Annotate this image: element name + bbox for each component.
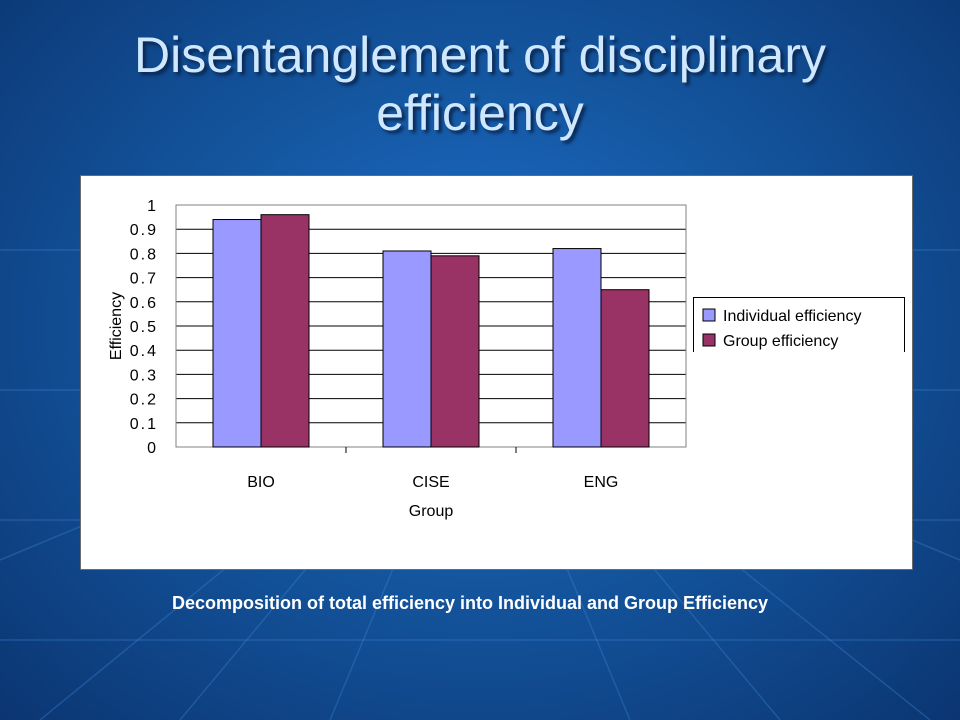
x-tick-label: ENG <box>584 474 619 491</box>
bar-group-efficiency-bio <box>260 214 310 448</box>
x-tick-labels: BIO CISE ENG <box>247 474 618 491</box>
x-axis-label: Group <box>409 503 454 520</box>
x-tick-label: BIO <box>247 474 275 491</box>
chart-container: 0 0.1 0.2 0.3 0.4 0.5 0.6 0.7 0.8 0.9 1 BIO CISE ENG… <box>80 175 913 570</box>
bar-individual-efficiency-cise <box>382 250 432 448</box>
y-tick-label: 1 <box>147 198 158 215</box>
y-tick-label: 0.7 <box>130 271 158 288</box>
y-tick-label: 0.1 <box>130 416 158 433</box>
y-tick-label: 0.5 <box>130 319 158 336</box>
bar-individual-efficiency-eng <box>552 248 602 448</box>
legend-swatch <box>702 308 716 322</box>
y-tick-labels: 0 0.1 0.2 0.3 0.4 0.5 0.6 0.7 0.8 0.9 1 <box>130 198 158 457</box>
bar-individual-efficiency-bio <box>212 219 262 448</box>
y-axis-label: Efficiency <box>108 292 125 360</box>
bar-chart: 0 0.1 0.2 0.3 0.4 0.5 0.6 0.7 0.8 0.9 1 BIO CISE ENG… <box>108 198 905 520</box>
chart-caption: Decomposition of total efficiency into I… <box>171 593 769 613</box>
y-tick-label: 0 <box>147 440 158 457</box>
bar-group-efficiency-eng <box>600 289 650 448</box>
bars <box>212 214 650 448</box>
y-tick-label: 0.8 <box>130 246 158 263</box>
y-tick-label: 0.3 <box>130 367 158 384</box>
category-ticks <box>345 447 517 453</box>
legend-label: Group efficiency <box>723 333 838 350</box>
slide-title: Disentanglement of disciplinary efficien… <box>133 27 827 141</box>
legend: Individual efficiency Group efficiency <box>693 297 905 352</box>
y-tick-label: 0.9 <box>130 222 158 239</box>
legend-label: Individual efficiency <box>723 308 861 325</box>
y-tick-label: 0.6 <box>130 295 158 312</box>
y-tick-label: 0.4 <box>130 343 158 360</box>
legend-swatch <box>702 333 716 347</box>
x-tick-label: CISE <box>412 474 449 491</box>
bar-group-efficiency-cise <box>430 255 480 448</box>
y-tick-label: 0.2 <box>130 392 158 409</box>
